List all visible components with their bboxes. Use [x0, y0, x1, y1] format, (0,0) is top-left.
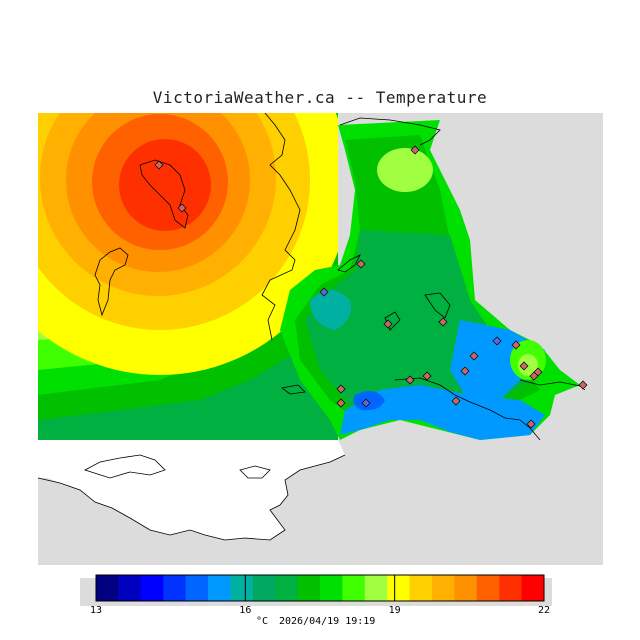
station-marker [410, 145, 420, 155]
station-marker [154, 160, 164, 170]
legend-swatch [118, 575, 142, 601]
station-marker [451, 396, 461, 406]
station-marker [177, 203, 187, 213]
legend-swatch [230, 575, 254, 601]
legend-swatches [96, 575, 545, 601]
legend-swatch [342, 575, 366, 601]
station-marker [356, 259, 366, 269]
legend-tick-label: 13 [90, 605, 102, 616]
legend-swatch [320, 575, 343, 601]
east-contour-field [280, 120, 580, 440]
legend-swatch [387, 575, 411, 601]
station-marker [519, 361, 529, 371]
legend-swatch [275, 575, 299, 601]
station-marker [578, 380, 588, 390]
legend-swatch [96, 575, 119, 601]
station-marker [438, 317, 448, 327]
legend-swatch [297, 575, 321, 601]
station-marker [492, 336, 502, 346]
station-markers [154, 145, 588, 429]
station-marker [319, 287, 329, 297]
station-marker [336, 398, 346, 408]
station-marker [383, 319, 393, 329]
legend-swatch [364, 575, 388, 601]
station-marker [469, 351, 479, 361]
west-contour-field [38, 113, 338, 440]
legend-swatch [476, 575, 500, 601]
legend-timestamp: 2026/04/19 19:19 [279, 616, 375, 627]
legend-swatch [208, 575, 231, 601]
station-marker [511, 340, 521, 350]
legend-tick-label: 19 [389, 605, 401, 616]
legend-swatch [163, 575, 187, 601]
legend-swatch [185, 575, 209, 601]
legend-swatch [499, 575, 523, 601]
station-marker [526, 419, 536, 429]
legend-swatch [432, 575, 455, 601]
land-south [38, 440, 345, 540]
station-marker [336, 384, 346, 394]
station-marker [460, 366, 470, 376]
legend-swatch [409, 575, 433, 601]
station-marker [405, 375, 415, 385]
legend-swatch [140, 575, 164, 601]
legend-ticks: 13 16 19 22 [90, 575, 550, 616]
legend-swatch [252, 575, 276, 601]
legend-unit: °C [256, 616, 268, 627]
station-marker [361, 398, 371, 408]
legend-tick-label: 22 [538, 605, 550, 616]
legend-swatch [521, 575, 545, 601]
station-marker [422, 371, 432, 381]
legend-swatch [454, 575, 478, 601]
map-title: VictoriaWeather.ca -- Temperature [152, 88, 488, 107]
legend-tick-label: 16 [239, 605, 251, 616]
station-marker [529, 371, 539, 381]
